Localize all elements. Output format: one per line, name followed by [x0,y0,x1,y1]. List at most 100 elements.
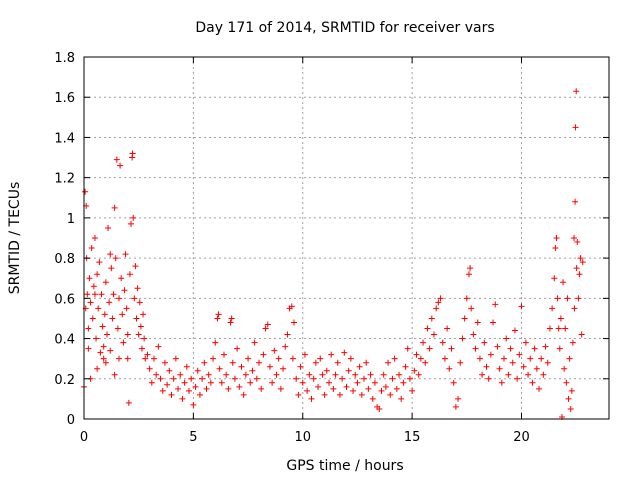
data-point [511,327,518,334]
data-point [87,299,94,306]
data-point [175,385,182,392]
data-point [417,355,424,362]
data-point [277,385,284,392]
data-point [424,325,431,332]
data-point [518,303,525,310]
data-point [249,367,256,374]
data-point [536,385,542,392]
data-point [228,315,235,322]
data-point [132,263,139,270]
data-point [140,311,147,318]
data-point [89,315,96,322]
data-point [120,339,127,346]
data-point [385,359,392,366]
data-point [238,363,245,370]
data-point [321,391,328,398]
data-point [467,265,474,272]
data-point [431,331,437,338]
data-point [114,325,121,332]
data-point [483,363,490,370]
data-point [572,124,579,131]
data-point [505,371,512,378]
x-axis-label: GPS time / hours [286,458,403,474]
data-point [490,319,497,326]
data-point [121,287,128,294]
data-point [170,375,177,382]
data-point [94,271,101,278]
data-point [142,355,149,362]
data-point [529,379,536,386]
data-point [411,367,418,374]
data-point [271,347,278,354]
data-point [347,355,354,362]
data-point [485,375,492,382]
data-point [266,363,273,370]
data-point [207,379,214,386]
data-point [179,395,186,402]
data-point [540,371,547,378]
data-point [459,335,466,342]
data-point [284,331,291,338]
data-point [358,391,365,398]
data-point [205,371,212,378]
y-tick-label: 1.2 [54,172,75,187]
data-point [571,305,578,312]
data-point [415,371,422,378]
data-point [474,319,481,326]
data-point [323,367,330,374]
data-point [201,359,208,366]
data-point [111,204,118,211]
x-tick-label: 10 [294,430,311,445]
data-point [133,315,140,322]
data-points [81,88,586,420]
data-point [409,387,416,394]
data-point [422,359,429,366]
data-point [117,162,124,169]
data-point [247,379,254,386]
data-point [192,383,199,390]
data-point [240,391,247,398]
data-point [437,295,444,302]
data-point [332,371,339,378]
data-point [330,385,337,392]
data-point [299,379,306,386]
data-point [487,351,494,358]
data-point [105,224,112,231]
data-point [161,359,168,366]
data-point [450,379,457,386]
data-point [466,271,472,278]
data-point [280,365,287,372]
data-point [212,339,219,346]
data-point [210,355,217,362]
x-tick-label: 5 [189,430,197,445]
data-point [494,343,501,350]
data-point [148,379,155,386]
data-point [125,399,132,406]
data-point [216,365,223,372]
data-point [561,365,568,372]
data-point [194,367,201,374]
data-point [444,325,451,332]
data-point [269,379,276,386]
data-point [365,385,372,392]
data-point [295,391,302,398]
data-point [578,331,585,338]
data-point [562,325,569,332]
data-point [420,339,427,346]
data-point [568,387,575,394]
data-point [492,301,499,308]
data-point [288,303,295,310]
y-tick-label: 1.8 [54,51,75,66]
data-point [413,351,420,358]
data-point [538,355,545,362]
data-point [389,375,396,382]
data-point [297,363,304,370]
data-point [354,379,361,386]
data-point [124,355,131,362]
data-point [428,315,435,322]
data-point [109,315,116,322]
y-tick-label: 0.2 [54,373,75,388]
data-point [575,295,582,302]
data-point [85,345,92,352]
